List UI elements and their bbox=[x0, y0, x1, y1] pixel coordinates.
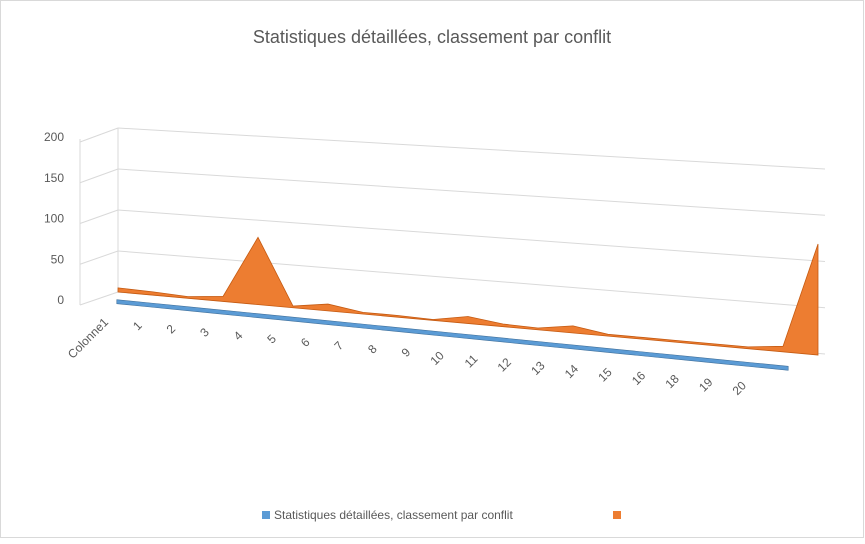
area-series bbox=[117, 236, 819, 356]
y-tick-label: 50 bbox=[51, 252, 65, 266]
ribbon-series bbox=[116, 299, 789, 371]
grid-line bbox=[79, 291, 119, 306]
grid-line bbox=[79, 127, 119, 143]
y-tick-label: 200 bbox=[44, 130, 64, 144]
legend-label: Statistiques détaillées, classement par … bbox=[274, 508, 513, 522]
legend-swatch bbox=[262, 511, 270, 519]
y-tick-label: 100 bbox=[44, 212, 64, 226]
y-tick-label: 0 bbox=[57, 293, 64, 307]
grid-line bbox=[79, 209, 119, 224]
grid-line bbox=[79, 250, 119, 265]
grid-line bbox=[79, 168, 119, 184]
legend-swatch bbox=[613, 511, 621, 519]
chart-title: Statistiques détaillées, classement par … bbox=[253, 27, 611, 47]
grid-line bbox=[117, 127, 826, 170]
grid-line bbox=[117, 168, 826, 216]
y-tick-label: 150 bbox=[44, 171, 64, 185]
grid-line bbox=[117, 209, 826, 262]
grid-line bbox=[117, 250, 826, 309]
